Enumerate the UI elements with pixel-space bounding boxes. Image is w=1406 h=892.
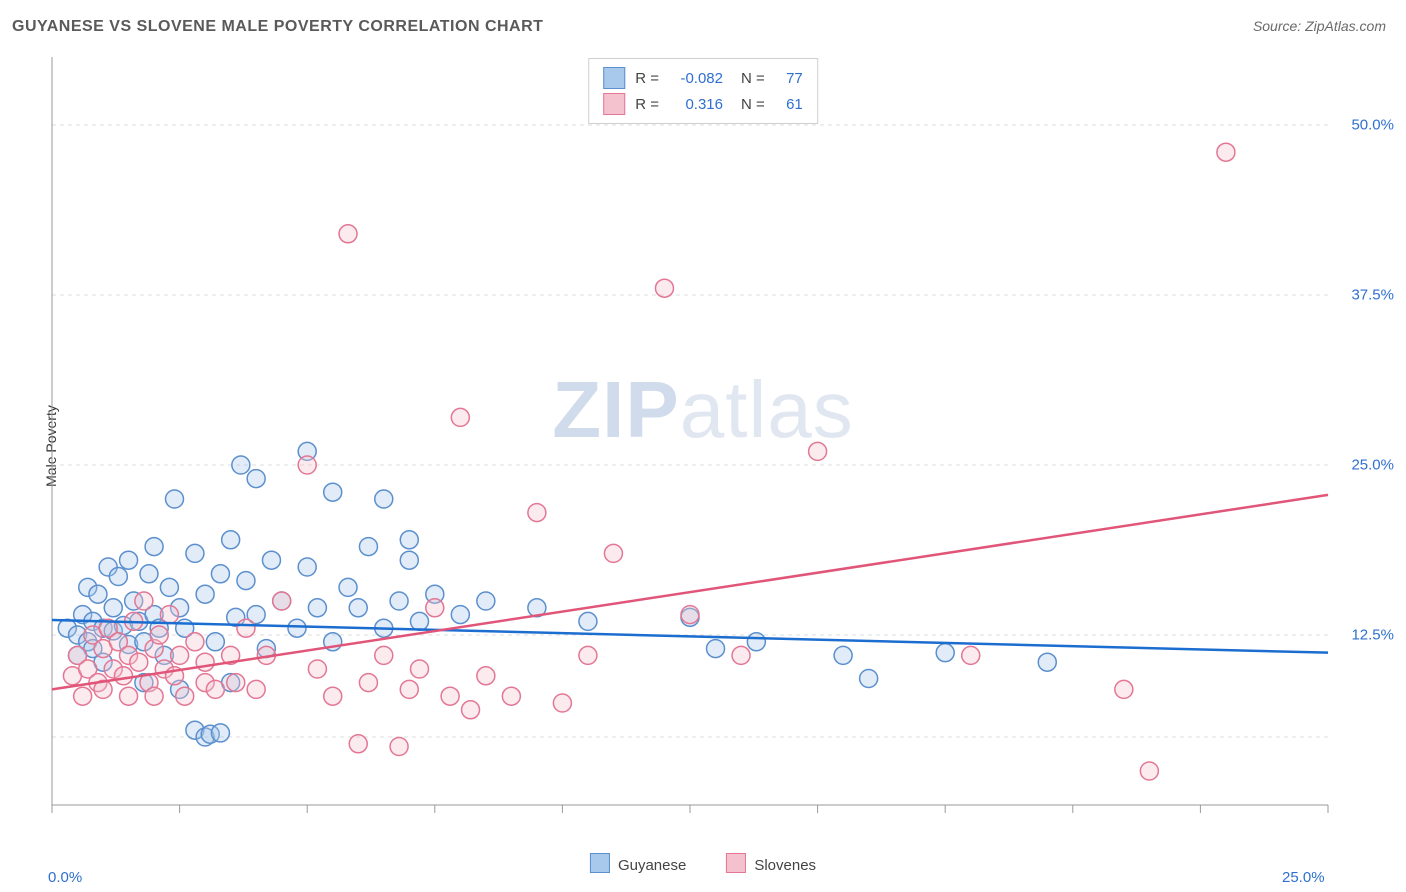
legend-row: R = 0.316 N = 61: [603, 91, 803, 117]
series-legend: Guyanese Slovenes: [590, 853, 816, 874]
legend-swatch: [590, 853, 610, 873]
y-tick-label: 37.5%: [1351, 287, 1394, 304]
y-tick-label: 12.5%: [1351, 627, 1394, 644]
correlation-legend: R = -0.082 N = 77 R = 0.316 N = 61: [588, 58, 818, 124]
x-tick-label: 0.0%: [48, 869, 82, 886]
chart-canvas: [50, 55, 1330, 835]
y-tick-label: 50.0%: [1351, 117, 1394, 134]
legend-row: R = -0.082 N = 77: [603, 65, 803, 91]
legend-n-label: N =: [741, 96, 765, 113]
legend-item: Guyanese: [590, 853, 686, 874]
legend-r-label: R =: [635, 70, 659, 87]
scatter-plot: [50, 55, 1330, 835]
x-tick-label: 25.0%: [1282, 869, 1325, 886]
legend-swatch: [603, 67, 625, 89]
legend-n-value: 77: [775, 70, 803, 87]
legend-n-value: 61: [775, 96, 803, 113]
legend-n-label: N =: [741, 70, 765, 87]
legend-swatch: [726, 853, 746, 873]
legend-label: Slovenes: [754, 857, 816, 874]
legend-r-value: 0.316: [669, 96, 723, 113]
y-tick-label: 25.0%: [1351, 457, 1394, 474]
legend-swatch: [603, 93, 625, 115]
chart-title: GUYANESE VS SLOVENE MALE POVERTY CORRELA…: [12, 18, 543, 36]
legend-label: Guyanese: [618, 857, 686, 874]
source-attribution: Source: ZipAtlas.com: [1253, 18, 1386, 34]
legend-r-label: R =: [635, 96, 659, 113]
legend-r-value: -0.082: [669, 70, 723, 87]
legend-item: Slovenes: [726, 853, 816, 874]
